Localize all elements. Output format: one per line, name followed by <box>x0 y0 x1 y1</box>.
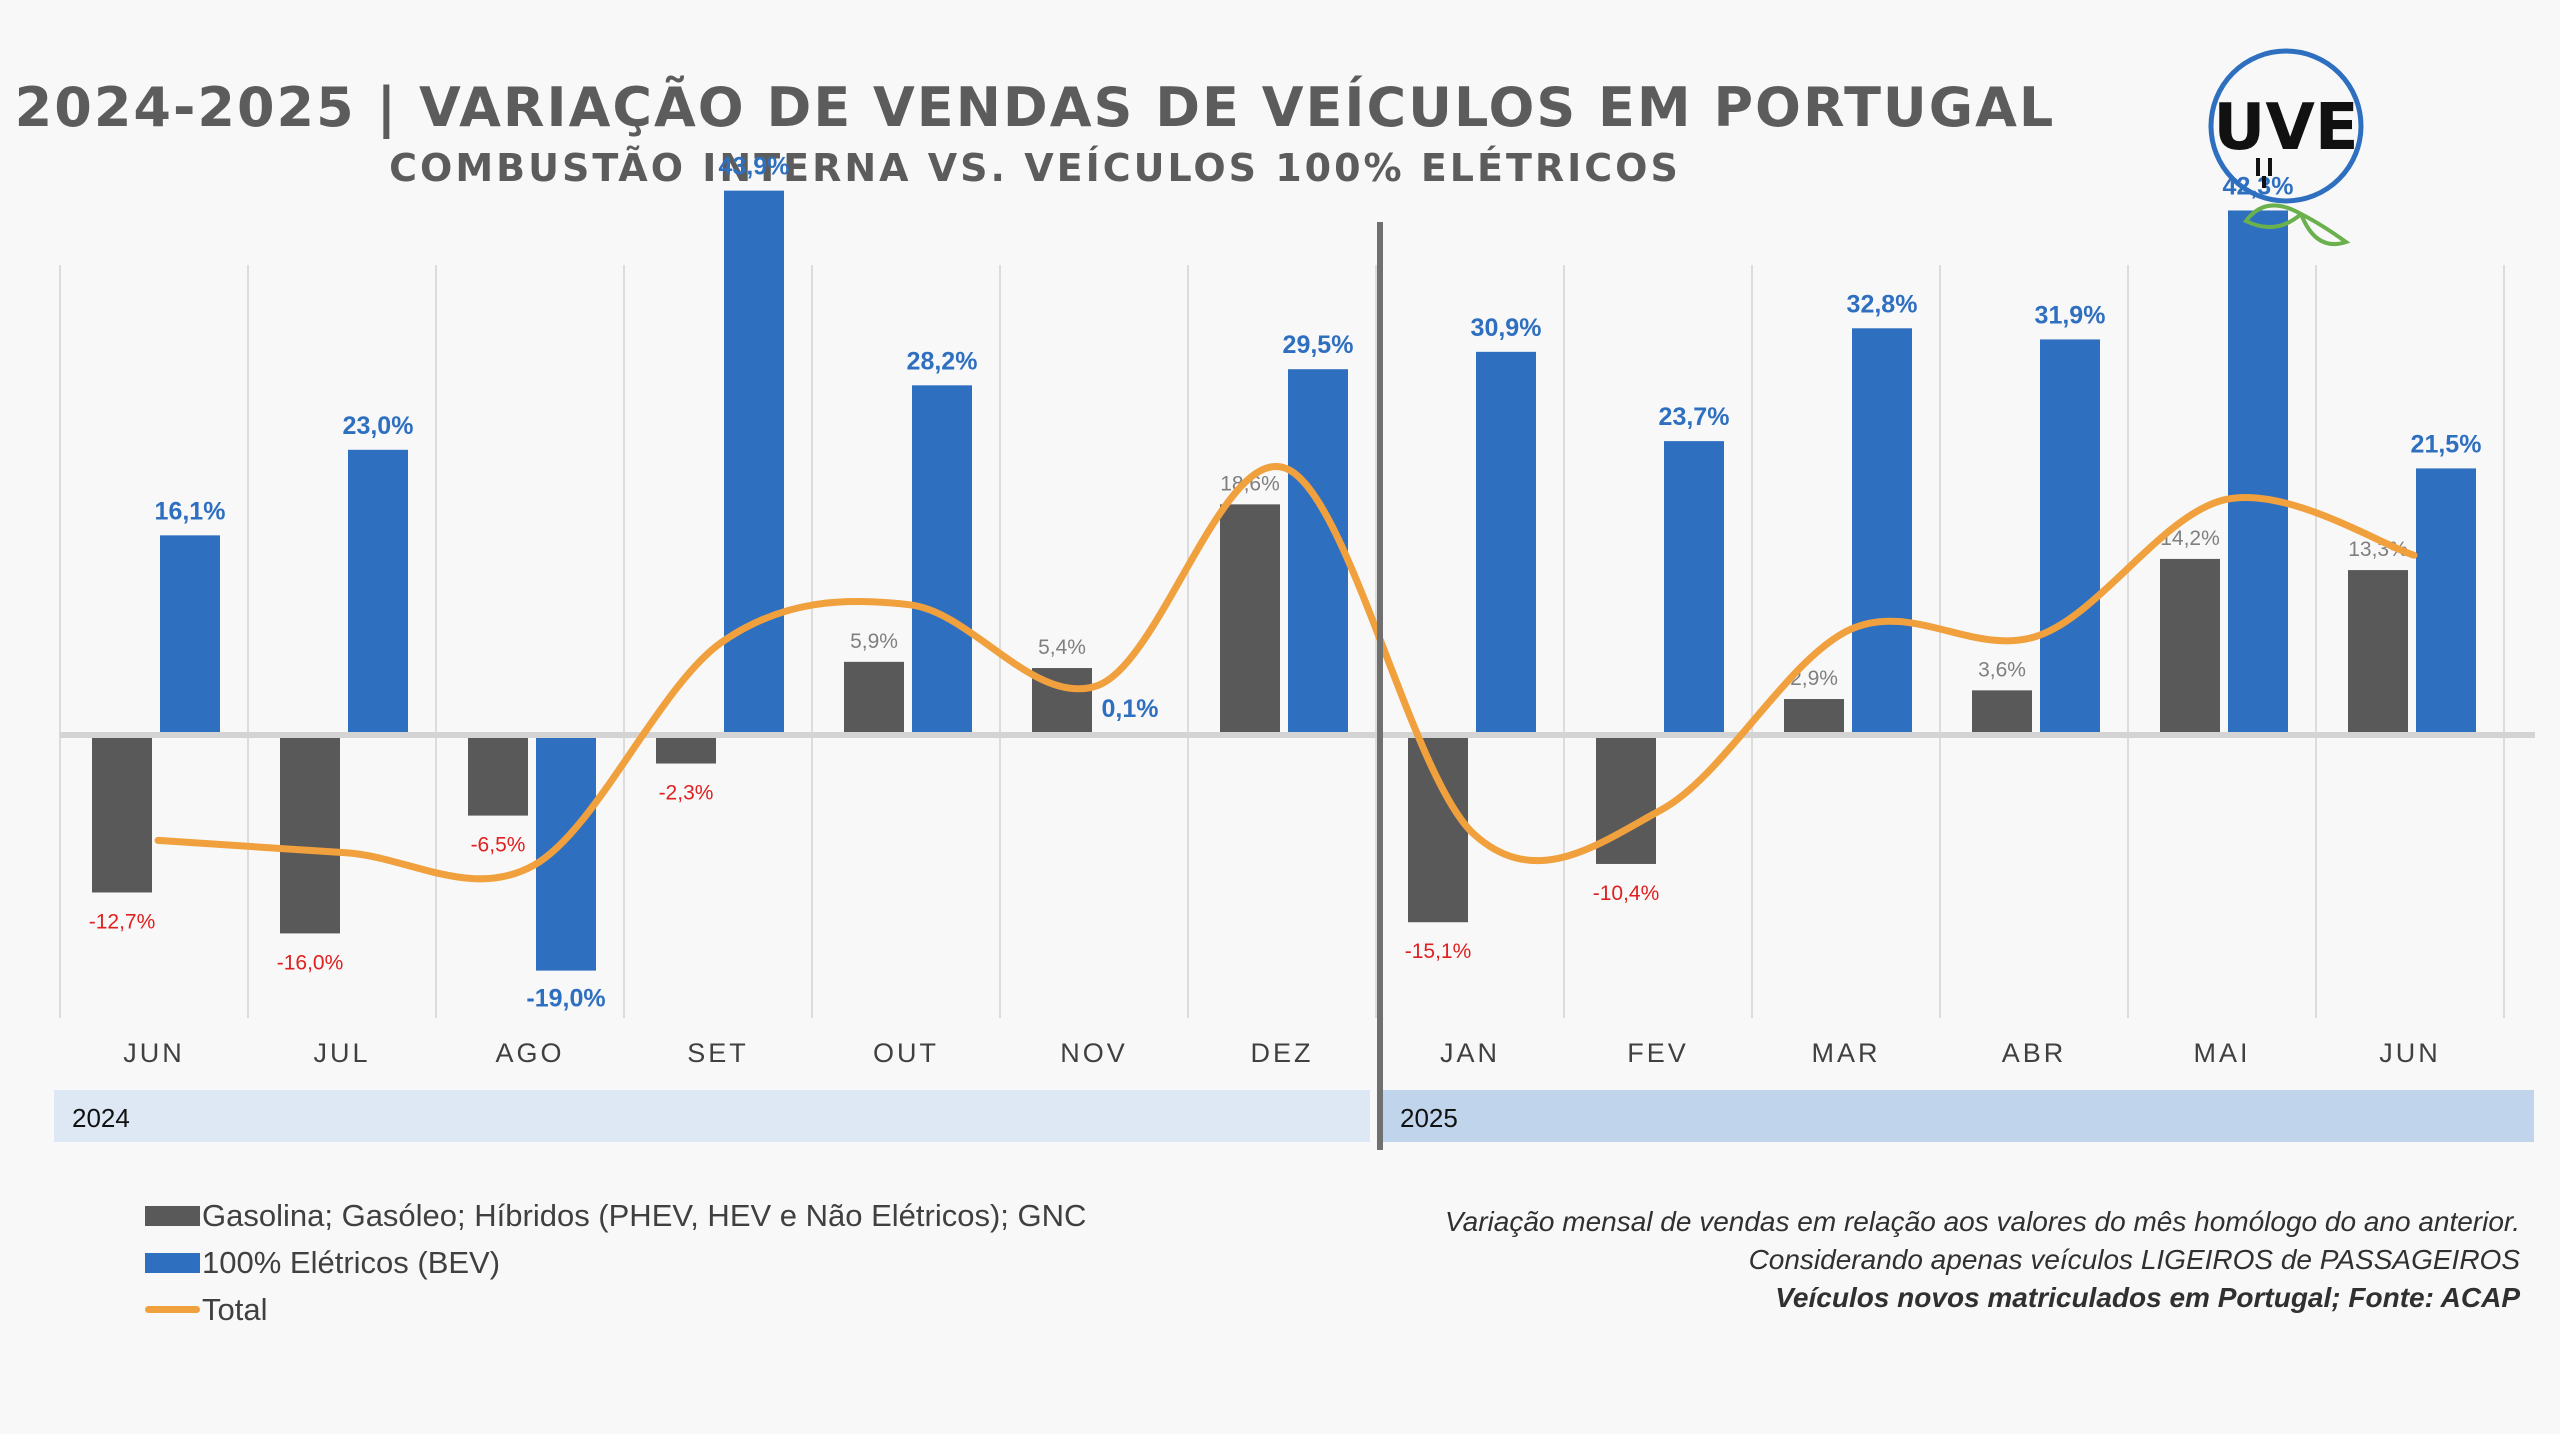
data-label-combustion: 14,2% <box>2160 527 2220 550</box>
data-label-combustion: -16,0% <box>277 951 344 974</box>
data-label-combustion: 2,9% <box>1790 667 1838 690</box>
legend-label-total: Total <box>202 1291 268 1327</box>
logo-text: UVE <box>2213 91 2358 165</box>
axis-tick-label: AGO <box>495 1038 564 1068</box>
data-label-bev: 32,8% <box>1847 290 1918 318</box>
bar-bev <box>2416 468 2476 735</box>
bar-bev <box>912 385 972 735</box>
bar-bev <box>724 190 784 735</box>
chart-canvas: -12,7% 16,1% JUN -16,0% 23,0% JUL -6,5% -19,0% A… <box>54 153 2535 1150</box>
bar-bev <box>1664 441 1724 735</box>
bar-bev <box>160 535 220 735</box>
axis-tick-label: MAR <box>1812 1038 1881 1068</box>
bar-combustion <box>1408 735 1468 923</box>
bar-bev <box>348 449 408 735</box>
note-line-1: Variação mensal de vendas em relação aos… <box>1445 1206 2520 1237</box>
axis-tick-label: NOV <box>1060 1038 1128 1068</box>
axis-tick-label: ABR <box>2002 1038 2067 1068</box>
axis-tick-label: DEZ <box>1251 1038 1314 1068</box>
line-total <box>154 462 2418 883</box>
axis-tick-label: OUT <box>873 1038 939 1068</box>
bar-combustion <box>1972 690 2032 735</box>
bar-combustion <box>92 735 152 893</box>
axis-tick-label: JAN <box>1440 1038 1500 1068</box>
year-band <box>54 1090 1370 1142</box>
axis-tick-label: JUN <box>2379 1038 2441 1068</box>
uve-logo: UVE <box>2208 48 2364 247</box>
data-label-bev: 29,5% <box>1283 331 1354 359</box>
data-label-bev: 31,9% <box>2035 301 2106 329</box>
legend-swatch-total <box>145 1306 200 1313</box>
bar-combustion <box>468 735 528 816</box>
data-label-bev: 23,0% <box>343 412 414 440</box>
legend-item-combustion: Gasolina; Gasóleo; Híbridos (PHEV, HEV e… <box>145 1192 1086 1239</box>
axis-tick-label: MAI <box>2193 1038 2250 1068</box>
data-label-bev: 23,7% <box>1659 403 1730 431</box>
data-label-combustion: 5,9% <box>850 630 898 653</box>
legend: Gasolina; Gasóleo; Híbridos (PHEV, HEV e… <box>145 1192 1086 1333</box>
axis-tick-label: JUL <box>313 1038 370 1068</box>
legend-swatch-bev <box>145 1252 200 1273</box>
data-label-combustion: -2,3% <box>659 782 714 805</box>
data-label-combustion: -6,5% <box>471 834 526 857</box>
legend-label-bev: 100% Elétricos (BEV) <box>202 1244 501 1280</box>
chart-notes: Variação mensal de vendas em relação aos… <box>1220 1203 2520 1317</box>
data-label-combustion: 3,6% <box>1978 658 2026 681</box>
bar-combustion <box>1220 504 1280 735</box>
bar-combustion <box>1784 699 1844 735</box>
data-label-bev: 43,9% <box>719 153 790 181</box>
bar-bev <box>536 735 596 971</box>
data-label-combustion: -15,1% <box>1405 940 1472 963</box>
chart-title: 2024-2025 | VARIAÇÃO DE VENDAS DE VEÍCUL… <box>14 76 2056 139</box>
data-label-bev: 0,1% <box>1102 695 1159 723</box>
data-label-bev: 16,1% <box>155 497 226 525</box>
bar-bev <box>1476 351 1536 735</box>
legend-item-bev: 100% Elétricos (BEV) <box>145 1239 1086 1286</box>
year-band <box>1382 1090 2534 1142</box>
axis-tick-label: SET <box>687 1038 749 1068</box>
bar-combustion <box>656 735 716 764</box>
note-line-3: Veículos novos matriculados em Portugal;… <box>1775 1282 2520 1313</box>
bar-combustion <box>280 735 340 934</box>
data-label-bev: 30,9% <box>1471 314 1542 342</box>
axis-tick-label: FEV <box>1627 1038 1689 1068</box>
year-label: 2024 <box>72 1103 130 1133</box>
chart-subtitle: COMBUSTÃO INTERNA VS. VEÍCULOS 100% ELÉT… <box>389 146 1681 190</box>
data-label-combustion: -10,4% <box>1593 882 1660 905</box>
data-label-combustion: 5,4% <box>1038 636 1086 659</box>
bar-combustion <box>2348 570 2408 735</box>
legend-swatch-combustion <box>145 1205 200 1226</box>
year-label: 2025 <box>1400 1103 1458 1133</box>
note-line-2: Considerando apenas veículos LIGEIROS de… <box>1748 1244 2520 1275</box>
legend-label-combustion: Gasolina; Gasóleo; Híbridos (PHEV, HEV e… <box>202 1197 1087 1233</box>
bar-bev <box>1288 369 1348 735</box>
bar-combustion <box>844 661 904 735</box>
data-label-combustion: -12,7% <box>89 910 156 933</box>
bar-bev <box>1852 328 1912 735</box>
axis-tick-label: JUN <box>123 1038 185 1068</box>
data-label-bev: 21,5% <box>2411 430 2482 458</box>
data-label-bev: 28,2% <box>907 347 978 375</box>
bar-bev <box>2228 210 2288 736</box>
legend-item-total: Total <box>145 1286 1086 1333</box>
data-label-bev: -19,0% <box>526 985 605 1013</box>
bar-combustion <box>2160 558 2220 735</box>
bar-bev <box>2040 339 2100 735</box>
